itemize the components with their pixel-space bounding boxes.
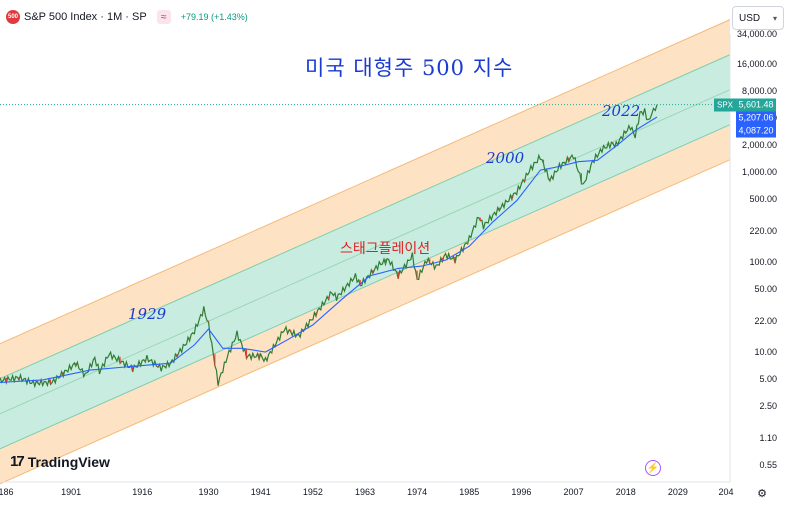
channel-line: [0, 19, 731, 345]
annotation-1929: 1929: [128, 305, 167, 323]
ma-fast-label: 5,207.06: [736, 111, 776, 125]
symbol-title[interactable]: S&P 500 Index · 1M · SP: [24, 11, 147, 23]
y-tick-label: 2.50: [759, 401, 777, 412]
gear-icon[interactable]: ⚙: [757, 487, 767, 500]
x-tick-label: 1916: [132, 487, 153, 497]
y-tick-label: 34,000.00: [736, 29, 777, 40]
channel-line: [0, 54, 731, 380]
x-tick-label: 186: [0, 487, 14, 497]
currency-select[interactable]: USD ▾: [732, 6, 784, 30]
chevron-down-icon: ▾: [772, 13, 777, 23]
channel-line: [0, 159, 731, 485]
y-tick-label: 10.00: [754, 347, 777, 357]
x-tick-label: 1941: [250, 487, 271, 497]
currency-label: USD: [739, 12, 761, 24]
y-tick-label: 1,000.00: [741, 167, 777, 177]
compare-icon[interactable]: ≈: [156, 10, 171, 24]
x-tick-label: 1985: [459, 487, 480, 497]
tradingview-logo-text: TradingView: [27, 453, 110, 470]
y-tick-label: 50.00: [754, 284, 777, 295]
y-tick-label: 220.00: [749, 226, 777, 237]
tradingview-logo[interactable]: 17 TradingView: [10, 453, 110, 470]
annotation-2022: 2022: [602, 102, 641, 120]
y-tick-label: 0.55: [759, 460, 777, 471]
moving-average-line: [0, 116, 658, 383]
y-tick-label: 8,000.00: [741, 85, 777, 96]
symbol-logo-icon[interactable]: 500: [6, 10, 20, 24]
y-tick-label: 1.10: [759, 433, 777, 444]
y-tick-label: 2,000.00: [741, 139, 777, 150]
price-series-line: [0, 104, 658, 389]
y-tick-label: 5.00: [759, 374, 777, 385]
y-tick-label: 500.00: [749, 194, 777, 205]
x-tick-label: 2007: [563, 487, 584, 497]
tradingview-mark-icon: 17: [10, 453, 25, 470]
chart-header: 500 S&P 500 Index · 1M · SP ≈ +79.19 (+1…: [0, 0, 730, 34]
last-price-label: 5,601.48: [736, 98, 776, 112]
x-tick-label: 1996: [511, 487, 532, 497]
lightning-icon[interactable]: ⚡: [645, 460, 661, 476]
x-tick-label: 1930: [198, 487, 219, 497]
channel-line: [0, 124, 731, 450]
x-tick-label: 1952: [302, 487, 323, 497]
x-tick-label: 1963: [354, 487, 376, 497]
x-tick-label: 1974: [407, 487, 428, 497]
y-tick-label: 22.00: [754, 316, 777, 327]
x-tick-label: 2029: [667, 487, 688, 497]
annotation-title: 미국 대형주 500 지수: [305, 56, 514, 80]
ma-slow-label: 4,087.20: [736, 124, 776, 138]
price-change: +79.19 (+1.43%): [180, 12, 248, 22]
x-tick-label: 2018: [615, 487, 636, 497]
annotation-2000: 2000: [486, 149, 525, 167]
y-tick-label: 100.00: [749, 257, 777, 267]
x-tick-label: 1901: [61, 487, 82, 497]
symbol-price-tag: SPX: [714, 98, 736, 112]
y-tick-label: 16,000.00: [736, 58, 777, 69]
x-tick-label: 204: [718, 487, 734, 497]
annotation-stagflation: 스태그플레이션: [340, 241, 431, 257]
